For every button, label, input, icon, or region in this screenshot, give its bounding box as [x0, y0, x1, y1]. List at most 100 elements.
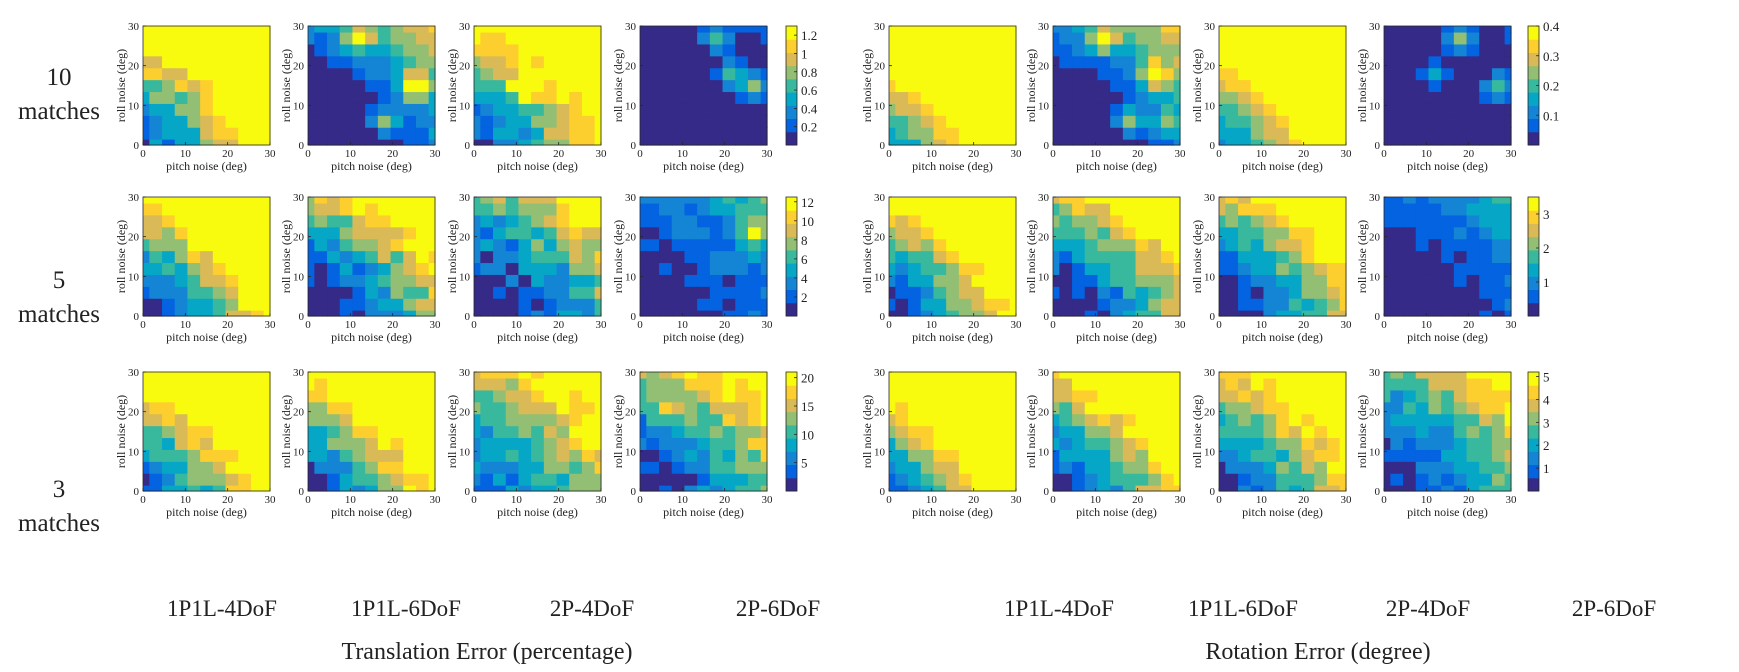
heatmap-cell	[518, 413, 532, 427]
heatmap-cell	[1072, 250, 1086, 264]
heatmap-cell	[225, 67, 239, 81]
heatmap-cell	[1288, 473, 1303, 486]
heatmap-cell	[722, 372, 736, 379]
heatmap-cell	[996, 197, 1011, 204]
heatmap-cell	[225, 139, 239, 146]
heatmap-cell	[1441, 55, 1455, 69]
y-tick-label: 0	[1210, 486, 1216, 498]
heatmap-cell	[225, 226, 239, 240]
heatmap-cell	[143, 461, 150, 474]
y-tick-label: 10	[1204, 100, 1216, 112]
heatmap-cell	[594, 298, 602, 311]
heatmap-cell	[1339, 127, 1347, 140]
heatmap-cell	[238, 413, 252, 427]
heatmap-cell	[569, 413, 583, 427]
heatmap-cell	[671, 43, 686, 57]
heatmap-cell	[377, 67, 392, 81]
heatmap-cell	[1504, 127, 1512, 140]
heatmap-cell	[1466, 461, 1480, 474]
heatmap-cell	[684, 202, 698, 216]
heatmap-cell	[1326, 401, 1341, 415]
heatmap-cell	[314, 202, 328, 216]
heatmap-cell	[1219, 461, 1226, 474]
heatmap-cell	[1238, 413, 1252, 427]
heatmap-cell	[1466, 202, 1480, 216]
heatmap-cell	[684, 67, 698, 81]
heatmap-cell	[365, 286, 379, 299]
heatmap-cell	[403, 250, 417, 264]
heatmap-cell	[722, 461, 736, 474]
heatmap-cell	[908, 139, 922, 146]
heatmap-cell	[1009, 31, 1017, 45]
heatmap-cell	[1314, 197, 1328, 204]
heatmap-cell	[1314, 298, 1328, 311]
heatmap-cell	[238, 238, 252, 252]
heatmap-cell	[996, 214, 1011, 228]
heatmap-cell	[377, 286, 392, 299]
heatmap-cell	[946, 115, 960, 128]
heatmap-cell	[1225, 31, 1239, 45]
heatmap-cell	[594, 262, 602, 275]
heatmap-cell	[143, 127, 150, 140]
heatmap-cell	[659, 377, 673, 391]
heatmap-cell	[1135, 238, 1149, 252]
heatmap-cell	[200, 449, 214, 462]
heatmap-cell	[327, 262, 341, 275]
heatmap-cell	[1415, 274, 1430, 287]
heatmap-cell	[1238, 372, 1252, 379]
heatmap-cell	[1059, 55, 1073, 69]
heatmap-cell	[1250, 226, 1265, 240]
y-tick-label: 20	[1038, 61, 1050, 73]
heatmap-cell	[415, 310, 430, 317]
heatmap-cell	[493, 286, 507, 299]
heatmap-cell	[1059, 461, 1073, 474]
heatmap-cell	[1110, 139, 1124, 146]
heatmap-cell	[996, 43, 1011, 57]
heatmap-cell	[1491, 197, 1506, 204]
heatmap-cell	[659, 413, 673, 427]
heatmap-cell	[556, 461, 570, 474]
colorbar-segment	[1528, 197, 1539, 211]
heatmap-cell	[1072, 274, 1086, 287]
heatmap-cell	[200, 31, 214, 45]
heatmap-cell	[531, 401, 545, 415]
method-label: 2P-4DoF	[550, 596, 634, 621]
heatmap-cell	[200, 43, 214, 57]
heatmap-cell	[760, 43, 768, 57]
heatmap-cell	[1238, 197, 1252, 204]
heatmap-cell	[263, 461, 271, 474]
heatmap-cell	[722, 413, 736, 427]
heatmap-cell	[709, 274, 724, 287]
y-axis-label: roll noise (deg)	[860, 220, 874, 293]
heatmap-cell	[1250, 197, 1265, 204]
y-axis-label: roll noise (deg)	[860, 395, 874, 468]
heatmap-cell	[1491, 43, 1506, 57]
heatmap-cell	[760, 262, 768, 275]
heatmap-cell	[747, 461, 762, 474]
heatmap-cell	[480, 413, 494, 427]
heatmap-cell	[1479, 55, 1493, 69]
heatmap-cell	[505, 43, 520, 57]
heatmap-cell	[339, 31, 354, 45]
heatmap-cell	[971, 449, 985, 462]
heatmap-cell	[308, 31, 315, 45]
heatmap-cell	[1288, 310, 1303, 317]
heatmap-cell	[1148, 238, 1162, 252]
heatmap-cell	[162, 286, 176, 299]
heatmap-cell	[1441, 485, 1455, 492]
heatmap-cell	[697, 389, 711, 403]
heatmap-cell	[1288, 103, 1303, 116]
heatmap-cell	[1084, 43, 1099, 57]
heatmap-cell	[1160, 286, 1175, 299]
heatmap-cell	[200, 127, 214, 140]
heatmap-cell	[263, 127, 271, 140]
heatmap-cell	[958, 127, 973, 140]
x-tick-label: 20	[553, 319, 565, 331]
heatmap-cell	[1084, 115, 1099, 128]
heatmap-cell	[390, 473, 404, 486]
heatmap-cell	[1160, 274, 1175, 287]
heatmap-cell	[365, 238, 379, 252]
heatmap-cell	[1428, 214, 1442, 228]
